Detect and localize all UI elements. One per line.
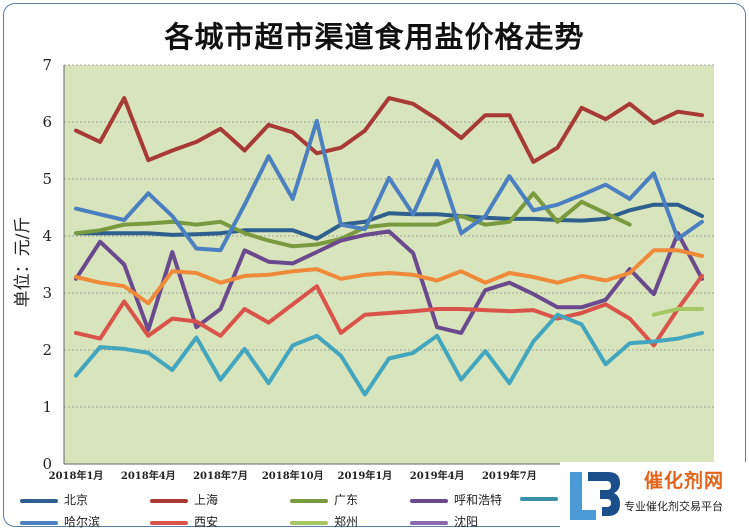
x-tick-label: 2018年10月 (262, 469, 324, 482)
series-line-1 (74, 96, 704, 164)
legend-item: 沈阳 (410, 513, 478, 529)
logo-icon (570, 472, 620, 520)
chart-title: 各城市超市渠道食用盐价格走势 (164, 20, 585, 54)
legend-item: 北京 (20, 491, 88, 507)
legend-label: 北京 (64, 493, 89, 507)
x-tick-label: 2018年1月 (49, 469, 104, 482)
logo-name: 催化剂网 (644, 470, 725, 492)
legend-swatch (290, 498, 328, 503)
y-tick-label: 2 (42, 341, 52, 359)
series-line-7 (651, 307, 704, 317)
gridlines (63, 64, 714, 465)
logo-slogan: 专业催化剂交易平台 (624, 500, 723, 513)
legend: 北京 上海 广东 呼和浩特哈尔滨 西安 郑州 沈阳 (20, 489, 560, 529)
legend-swatch (20, 520, 58, 525)
legend-label: 哈尔滨 (64, 515, 101, 529)
legend-swatch (520, 496, 558, 501)
plot-area (64, 65, 714, 464)
legend-label: 西安 (194, 515, 219, 529)
legend-swatch (20, 498, 58, 503)
y-tick-label: 3 (42, 284, 52, 302)
series-line-2 (74, 191, 632, 249)
watermark-logo: 催化剂网 专业催化剂交易平台 (560, 462, 749, 530)
series-line-9 (74, 312, 704, 397)
legend-label: 广东 (334, 493, 359, 507)
legend-label: 郑州 (334, 515, 359, 529)
y-tick-label: 4 (42, 227, 52, 245)
legend-swatch (410, 520, 448, 525)
x-tick-label: 2019年7月 (482, 469, 537, 482)
legend-item: 呼和浩特 (410, 491, 502, 507)
x-tick-labels: 2018年1月 2018年4月 2018年7月 2018年10月 2019年1月 2019… (49, 469, 589, 482)
legend-label: 沈阳 (454, 515, 479, 529)
series-line-5 (74, 118, 704, 253)
y-tick-labels: 0 1 2 3 4 5 6 7 (42, 56, 52, 473)
legend-item: 西安 (150, 513, 218, 529)
y-tick-label: 6 (42, 113, 52, 131)
series-line-6 (74, 273, 704, 348)
series-line-0 (74, 202, 704, 241)
series-line-3 (74, 229, 704, 335)
x-tick-label: 2019年1月 (338, 469, 393, 482)
legend-swatch (150, 520, 188, 525)
legend-item: 广东 (290, 491, 358, 507)
y-tick-label: 0 (42, 455, 52, 473)
legend-item: 哈尔滨 (20, 513, 100, 529)
x-tick-label: 2019年4月 (410, 469, 465, 482)
y-tick-label: 5 (42, 170, 52, 188)
legend-swatch (410, 498, 448, 503)
legend-item: 郑州 (290, 513, 358, 529)
legend-label: 上海 (194, 493, 219, 507)
legend-swatch (290, 520, 328, 525)
legend-item (520, 491, 564, 507)
legend-label: 呼和浩特 (454, 493, 503, 507)
series-line-10 (74, 248, 704, 306)
y-tick-label: 7 (42, 56, 52, 74)
series-lines (74, 96, 704, 397)
x-tick-label: 2018年4月 (121, 469, 176, 482)
legend-swatch (150, 498, 188, 503)
legend-item: 上海 (150, 491, 218, 507)
x-tick-label: 2018年7月 (193, 469, 248, 482)
y-tick-label: 1 (42, 398, 52, 416)
